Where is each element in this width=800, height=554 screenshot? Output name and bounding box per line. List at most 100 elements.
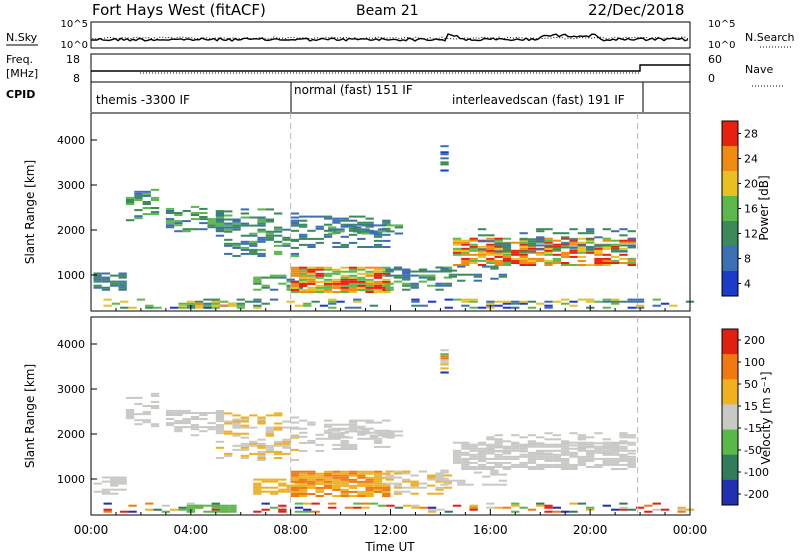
data-cell <box>303 510 312 513</box>
data-cell <box>611 449 620 452</box>
data-cell <box>544 510 553 513</box>
data-cell <box>323 484 333 487</box>
data-cell <box>150 400 160 403</box>
data-cell <box>307 439 316 442</box>
data-cell <box>627 238 636 241</box>
data-cell <box>357 482 366 485</box>
nave-tick-top: 60 <box>708 53 722 66</box>
data-cell <box>544 237 553 240</box>
data-cell <box>340 490 349 493</box>
data-cell <box>290 252 300 255</box>
data-cell <box>174 222 183 225</box>
data-cell <box>440 357 449 360</box>
data-cell <box>393 266 403 269</box>
data-cell <box>224 222 233 225</box>
data-cell <box>561 251 570 254</box>
data-cell <box>182 220 191 223</box>
data-cell <box>315 490 324 493</box>
data-cell <box>365 490 374 493</box>
data-cell <box>361 432 370 435</box>
data-cell <box>134 403 143 406</box>
data-cell <box>365 286 374 289</box>
data-cell <box>357 268 366 271</box>
data-cell <box>490 483 499 486</box>
data-cell <box>386 224 395 227</box>
data-cell <box>269 276 279 279</box>
data-cell <box>569 264 578 267</box>
data-cell <box>307 280 316 283</box>
data-cell <box>435 472 444 475</box>
data-cell <box>569 255 578 258</box>
data-cell <box>461 259 470 262</box>
data-cell <box>203 302 212 305</box>
data-cell <box>315 272 324 275</box>
data-cell <box>236 302 245 305</box>
time-tick-label: 12:00 <box>373 523 408 537</box>
y-tick-label: 1000 <box>57 269 85 282</box>
data-cell <box>348 289 358 292</box>
data-cell <box>652 502 661 505</box>
data-cell <box>652 508 661 511</box>
data-cell <box>93 284 102 287</box>
data-cell <box>299 470 308 473</box>
data-cell <box>511 445 520 448</box>
data-cell <box>393 472 403 475</box>
freq-label-2: [MHz] <box>6 67 38 80</box>
data-cell <box>315 237 324 240</box>
data-cell <box>215 440 225 443</box>
data-cell <box>348 429 358 432</box>
data-cell <box>265 230 275 233</box>
data-cell <box>215 216 225 219</box>
data-cell <box>265 414 275 417</box>
data-cell <box>103 304 112 307</box>
data-cell <box>544 463 553 466</box>
data-cell <box>340 472 349 475</box>
data-cell <box>502 250 512 253</box>
data-cell <box>477 457 487 460</box>
data-cell <box>435 480 444 483</box>
data-cell <box>519 245 528 248</box>
data-cell <box>418 470 428 473</box>
data-cell <box>627 298 636 301</box>
data-cell <box>357 495 366 498</box>
data-cell <box>211 300 220 303</box>
data-cell <box>240 448 250 451</box>
data-cell <box>469 259 478 262</box>
data-cell <box>527 459 537 462</box>
data-cell <box>332 448 341 451</box>
data-cell <box>378 430 387 433</box>
data-cell <box>477 306 487 309</box>
data-cell <box>402 276 411 279</box>
data-cell <box>569 432 578 435</box>
data-cell <box>382 221 391 224</box>
data-cell <box>307 272 316 275</box>
data-cell <box>211 304 220 307</box>
data-cell <box>448 273 458 276</box>
data-cell <box>294 304 304 307</box>
data-cell <box>282 452 291 455</box>
radar-title: Fort Hays West (fitACF) <box>92 1 266 19</box>
data-cell <box>365 221 374 224</box>
data-cell <box>477 228 487 231</box>
data-cell <box>486 448 495 451</box>
data-cell <box>307 480 316 483</box>
colorbar-segment <box>722 479 738 506</box>
data-cell <box>443 282 453 285</box>
data-cell <box>403 504 412 507</box>
data-cell <box>278 282 287 285</box>
data-cell <box>494 304 503 307</box>
data-cell <box>110 284 119 287</box>
data-cell <box>527 434 537 437</box>
data-cell <box>178 508 187 511</box>
data-cell <box>373 490 383 493</box>
data-cell <box>486 443 495 446</box>
data-cell <box>544 264 553 267</box>
data-cell <box>494 461 503 464</box>
data-cell <box>299 280 308 283</box>
data-cell <box>228 302 237 305</box>
colorbar-segment <box>722 221 738 247</box>
data-cell <box>290 268 300 271</box>
data-cell <box>402 478 411 481</box>
data-cell <box>118 276 127 279</box>
data-cell <box>315 480 324 483</box>
